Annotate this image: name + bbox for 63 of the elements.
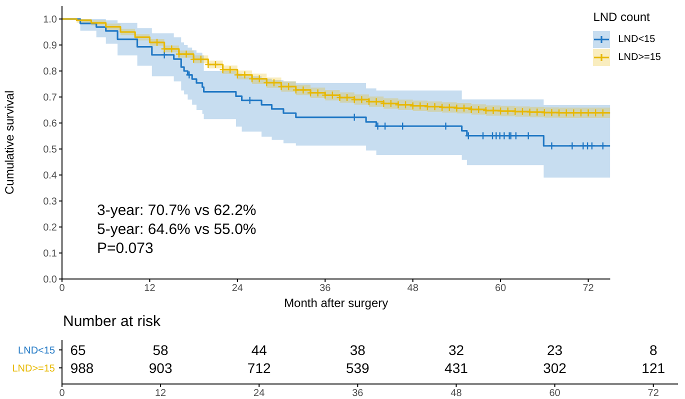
data-label: 903 [148, 360, 172, 376]
x-tick-label: 48 [407, 283, 419, 294]
legend-label: LND<15 [618, 34, 656, 44]
x-tick-label: 0 [59, 283, 66, 294]
y-tick-label: 0.5 [43, 144, 58, 156]
data-label: 121 [642, 360, 666, 376]
point [442, 122, 450, 130]
y-tick-label: 0.9 [43, 40, 58, 52]
y-tick-label: 1.0 [43, 14, 58, 26]
point [580, 142, 587, 150]
x-tick-label: 60 [549, 388, 561, 399]
data-label: 539 [346, 360, 370, 376]
x-tick-label: 12 [144, 283, 156, 294]
data-label: 32 [448, 342, 464, 358]
chart-title: Number at risk [63, 313, 161, 330]
data-label: 8 [649, 342, 658, 358]
annotation: 5-year: 64.6% vs 55.0% [97, 220, 256, 239]
point [381, 122, 389, 130]
x-tick-label: 36 [352, 388, 364, 399]
y-tick-label: 0.4 [43, 170, 58, 182]
data-label: 65 [70, 342, 86, 358]
data-label: 302 [543, 360, 567, 376]
y-axis-title: Cumulative survival [2, 90, 16, 195]
point [160, 50, 168, 59]
point [374, 122, 382, 130]
y-tick-label: LND>=15 [12, 363, 56, 374]
data-label: 58 [152, 342, 169, 358]
legend-label: LND>=15 [618, 52, 661, 62]
data-label: 38 [350, 342, 366, 358]
y-tick-label: LND<15 [18, 345, 56, 356]
data-label: 23 [546, 342, 563, 358]
point [548, 142, 556, 150]
x-tick-label: 48 [450, 388, 462, 399]
point [588, 142, 596, 150]
x-tick-label: 0 [59, 388, 66, 399]
x-tick-label: 12 [154, 388, 167, 399]
x-tick-label: 72 [582, 283, 594, 294]
point [399, 122, 406, 130]
x-tick-label: 72 [648, 388, 660, 399]
point [599, 142, 606, 150]
point [246, 96, 254, 104]
y-tick-label: 0.6 [43, 118, 58, 130]
point [584, 142, 592, 150]
y-tick-label: 0.1 [43, 248, 58, 260]
data-label: 44 [251, 342, 268, 358]
data-label: 431 [444, 360, 468, 376]
x-tick-label: 60 [494, 283, 507, 294]
y-tick-label: 0.7 [43, 92, 58, 104]
x-tick-label: 24 [232, 283, 244, 294]
x-tick-label: 24 [254, 388, 266, 399]
y-tick-label: 0.0 [43, 274, 58, 286]
data-label: 712 [247, 360, 272, 376]
legend-title: LND count [593, 10, 651, 24]
y-tick-label: 0.2 [43, 222, 58, 234]
y-tick-label: 0.8 [43, 66, 58, 78]
x-tick-label: 36 [320, 283, 332, 294]
point [186, 70, 193, 79]
annotation: 3-year: 70.7% vs 62.2% [97, 201, 256, 220]
y-tick-label: 0.3 [43, 196, 58, 208]
annotation: P=0.073 [97, 239, 154, 258]
data-label: 988 [70, 360, 94, 376]
point [568, 142, 576, 150]
x-axis-title: Month after surgery [284, 296, 388, 310]
